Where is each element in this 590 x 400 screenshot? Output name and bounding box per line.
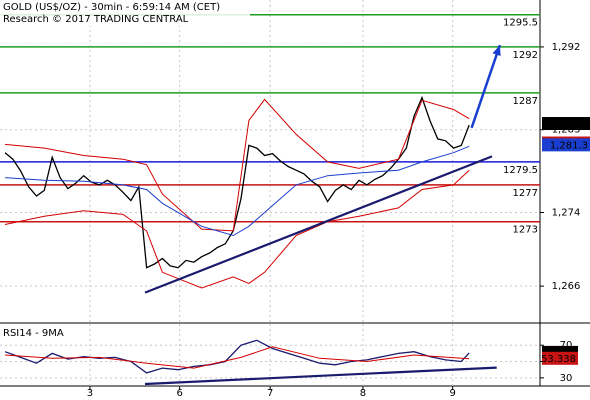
forecast-arrow	[470, 44, 502, 129]
chart-subtitle: Research © 2017 TRADING CENTRAL	[3, 14, 189, 25]
value-box	[542, 351, 578, 365]
y-tick-label: 1,266	[552, 281, 581, 292]
series-line	[4, 98, 470, 232]
price-box-label: 1,283.62	[543, 119, 588, 130]
y-tick-label: 1,283	[552, 125, 581, 136]
trendline	[144, 155, 493, 294]
level-label: 1292	[513, 50, 538, 61]
series-line	[4, 145, 470, 237]
level-label: 1279.5	[503, 165, 538, 176]
rsi-title: RSI14 - 9MA	[3, 328, 64, 339]
y-tick-label: 1,274	[552, 208, 581, 219]
y-tick-label: 70	[560, 340, 573, 351]
price-box	[542, 117, 590, 131]
level-label: 1277	[513, 188, 538, 199]
trendline	[144, 366, 497, 386]
series-line	[4, 169, 470, 289]
arrow-head	[492, 45, 501, 57]
level-label: 1287	[513, 96, 538, 107]
level-label: 1295.5	[503, 18, 538, 29]
chart-title: GOLD (US$/OZ) - 30min - 6:59:14 AM (CET)	[3, 2, 220, 13]
x-tick-label: 3	[87, 388, 93, 399]
series-line	[4, 339, 470, 374]
level-label: 1273	[513, 225, 538, 236]
price-box-label: 1,281.3	[550, 140, 588, 151]
x-tick-label: 7	[267, 388, 273, 399]
y-tick-label: 30	[560, 373, 573, 384]
x-tick-label: 6	[176, 388, 182, 399]
x-tick-label: 8	[360, 388, 366, 399]
x-tick-label: 9	[449, 388, 455, 399]
price-box	[542, 138, 590, 152]
value-box-label: 53.338	[541, 354, 576, 365]
header-bg	[0, 0, 250, 26]
series-line	[4, 95, 470, 269]
y-tick-label: 1,292	[552, 42, 581, 53]
series-line	[4, 346, 470, 369]
